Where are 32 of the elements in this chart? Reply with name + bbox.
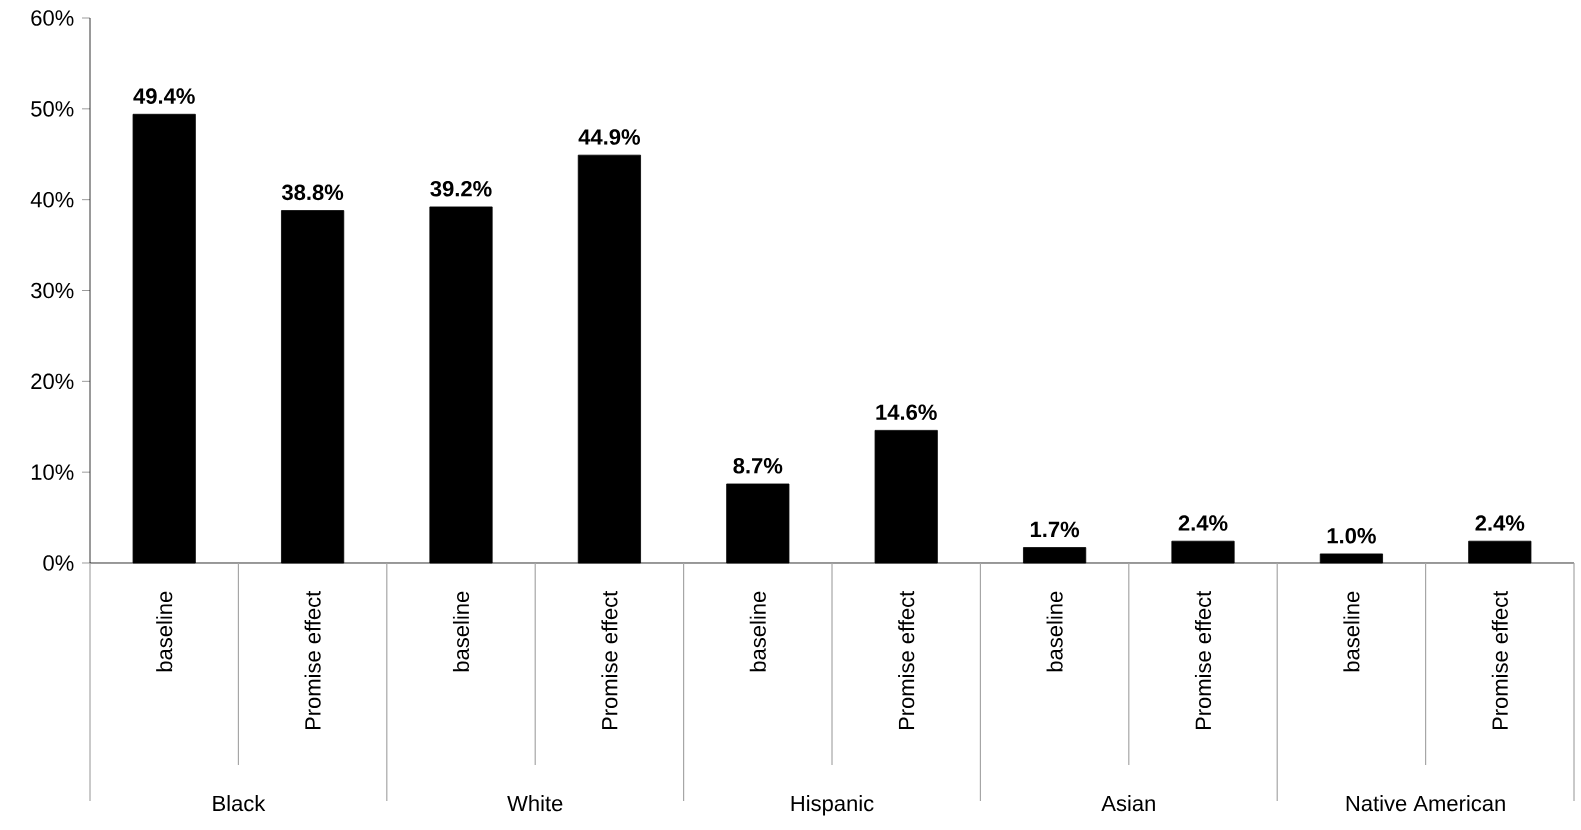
y-tick-label: 0%	[43, 555, 74, 571]
data-label: 14.6%	[876, 404, 937, 420]
y-tick-label: 60%	[31, 10, 74, 26]
x-tick-label: Promise effect	[304, 590, 321, 730]
x-tick-label: baseline	[452, 591, 470, 672]
x-tick-label: baseline	[1046, 591, 1063, 672]
y-tick-label: 30%	[31, 282, 74, 299]
data-label: 2.4%	[1178, 515, 1228, 531]
text: Black	[213, 795, 266, 812]
y-tick-label: 20%	[31, 373, 74, 390]
text: Hispanic	[791, 795, 874, 816]
y-tick-label: 50%	[31, 101, 74, 117]
data-label: 8.7%	[733, 458, 783, 474]
data-label: 2.4%	[1475, 515, 1525, 531]
data-label: 44.9%	[578, 129, 641, 145]
text: Asian	[1101, 795, 1155, 812]
y-tick-label: 10%	[31, 464, 74, 480]
x-tick-label: Promise effect	[601, 590, 618, 730]
text: Native American	[1346, 795, 1505, 812]
data-label: 39.2%	[430, 180, 492, 197]
data-label: 49.4%	[133, 88, 195, 104]
x-tick-label: baseline	[749, 591, 766, 672]
x-tick-label: Promise effect	[898, 590, 915, 730]
x-tick-label: baseline	[156, 591, 173, 672]
text: White	[507, 795, 563, 812]
x-tick-label: baseline	[1343, 591, 1360, 672]
x-tick-label: Promise effect	[1194, 590, 1212, 730]
y-tick-label: 40%	[30, 191, 74, 208]
data-label: 38.8%	[281, 184, 344, 201]
data-label: 1.7%	[1030, 521, 1080, 538]
x-tick-label: Promise effect	[1491, 590, 1508, 730]
data-label: 1.0%	[1327, 527, 1376, 544]
